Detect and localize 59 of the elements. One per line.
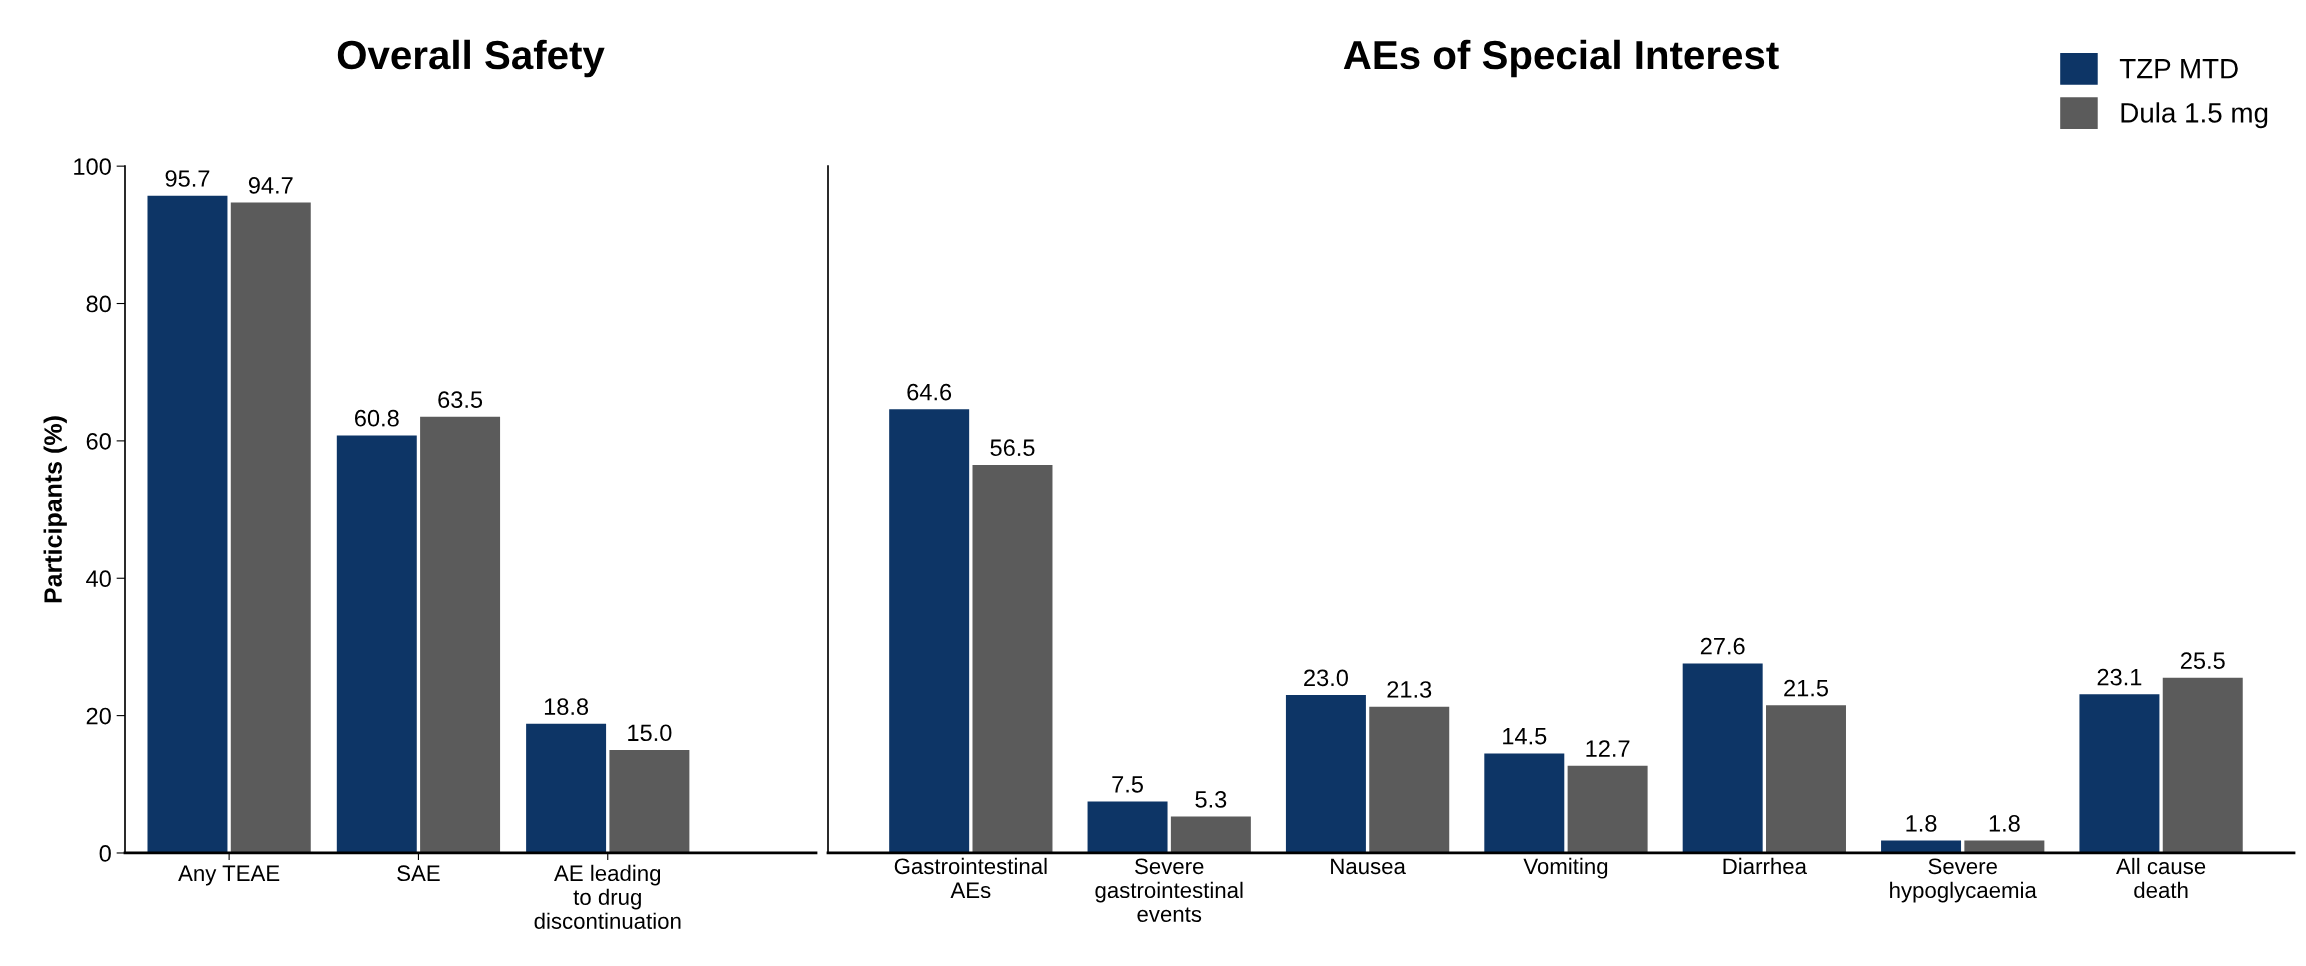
y-tick-label: 0 bbox=[99, 845, 111, 862]
x-tick-label: Any TEAE bbox=[178, 865, 280, 886]
chart-title: AEs of Special Interest bbox=[1343, 39, 1779, 78]
data-label: 15.0 bbox=[628, 724, 672, 742]
data-label: 5.3 bbox=[1195, 791, 1227, 808]
bar bbox=[1484, 753, 1565, 853]
x-tick-label: Severe hypoglycaemia bbox=[1890, 858, 2037, 903]
x-tick-label: Severe gastrointestinal events bbox=[1095, 858, 1243, 923]
bar bbox=[889, 409, 970, 853]
data-label: 18.8 bbox=[544, 698, 589, 716]
bar bbox=[1567, 765, 1648, 853]
bar bbox=[147, 195, 228, 853]
x-tick-label: All cause death bbox=[2116, 857, 2206, 899]
data-label: 64.6 bbox=[907, 383, 952, 401]
bar bbox=[336, 435, 417, 853]
data-label: 60.8 bbox=[355, 409, 399, 427]
data-label: 56.5 bbox=[990, 439, 1035, 457]
y-tick-label: 40 bbox=[86, 570, 111, 588]
x-tick-label: Diarrhea bbox=[1723, 857, 1807, 875]
bar bbox=[1682, 663, 1763, 853]
data-label: 14.5 bbox=[1503, 728, 1547, 745]
bar bbox=[2079, 694, 2160, 853]
data-label: 94.7 bbox=[248, 177, 293, 194]
x-tick-label: AE leading to drug discontinuation bbox=[534, 864, 681, 929]
chart-title: Overall Safety bbox=[337, 39, 605, 78]
bar bbox=[420, 416, 501, 853]
bar bbox=[1766, 705, 1846, 853]
x-tick-label: SAE bbox=[397, 865, 440, 882]
x-tick-label: Nausea bbox=[1331, 858, 1406, 875]
y-tick-label: 100 bbox=[74, 158, 111, 175]
x-tick-label: Gastrointestinal AEs bbox=[894, 857, 1047, 899]
bar bbox=[1369, 706, 1450, 853]
data-label: 21.5 bbox=[1784, 679, 1828, 697]
data-label: 1.8 bbox=[1989, 815, 2020, 832]
legend-label: Dula 1.5 mg bbox=[2121, 102, 2268, 129]
data-label: 63.5 bbox=[438, 391, 483, 409]
y-tick-label: 80 bbox=[86, 295, 111, 313]
y-axis-title: Participants (%) bbox=[43, 416, 67, 603]
bar bbox=[1170, 816, 1251, 853]
bar bbox=[972, 464, 1053, 853]
bar bbox=[1087, 801, 1168, 853]
y-tick-label: 60 bbox=[86, 432, 111, 450]
data-label: 23.0 bbox=[1304, 669, 1348, 687]
data-label: 1.8 bbox=[1906, 815, 1937, 832]
bar bbox=[526, 723, 607, 853]
data-label: 25.5 bbox=[2180, 652, 2225, 669]
bar bbox=[1285, 695, 1366, 853]
bar bbox=[230, 202, 311, 853]
data-label: 12.7 bbox=[1586, 740, 1630, 757]
bar bbox=[609, 749, 690, 853]
x-tick-label: Vomiting bbox=[1523, 857, 1608, 879]
data-label: 27.6 bbox=[1700, 637, 1745, 655]
data-label: 23.1 bbox=[2097, 668, 2142, 686]
y-tick-label: 20 bbox=[86, 707, 111, 725]
bar bbox=[2162, 677, 2243, 853]
data-label: 21.3 bbox=[1387, 681, 1432, 698]
data-label: 7.5 bbox=[1112, 776, 1143, 793]
data-label: 95.7 bbox=[165, 170, 210, 187]
legend-label: TZP MTD bbox=[2119, 59, 2238, 79]
